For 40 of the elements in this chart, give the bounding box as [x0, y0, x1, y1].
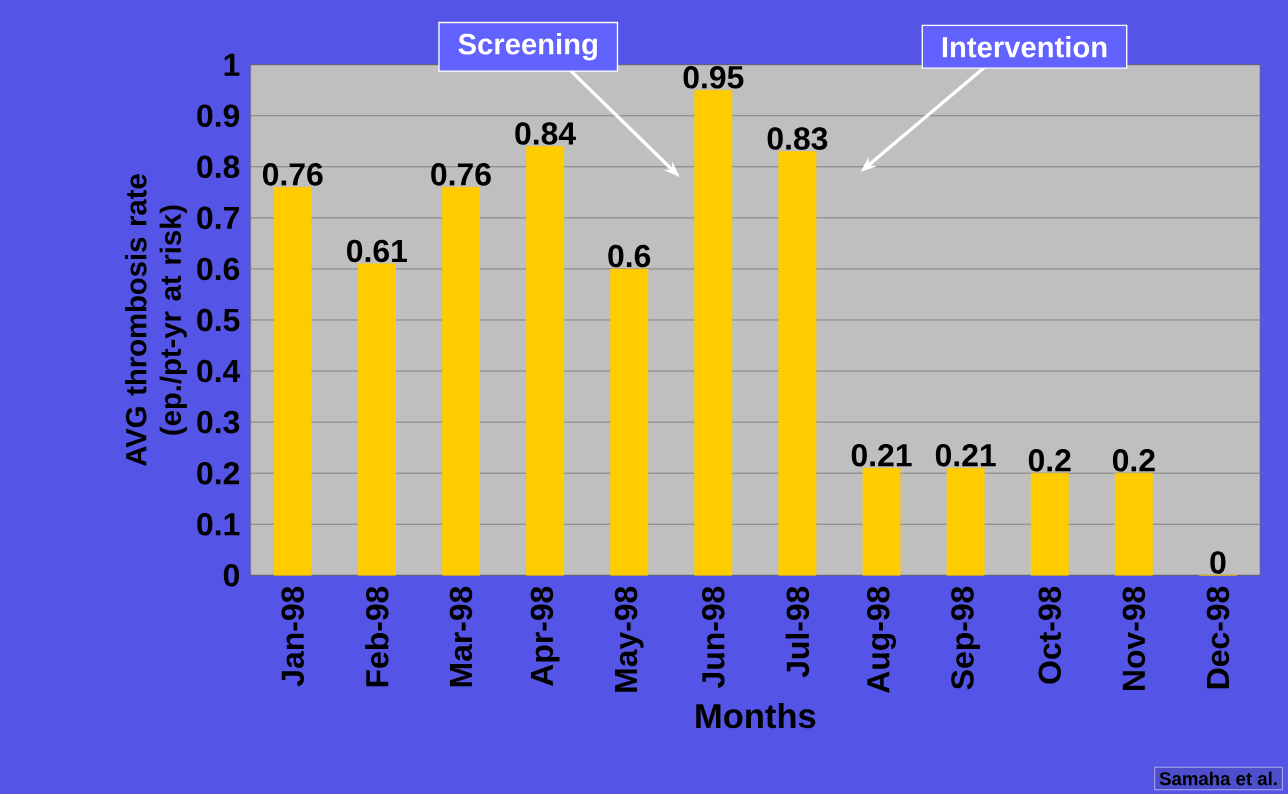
- y-tick-label: 0.6: [197, 257, 240, 281]
- x-tick-label: Aug-98: [867, 586, 897, 693]
- y-tick-label: 0.8: [197, 155, 240, 179]
- y-tick-label: 0.2: [197, 461, 240, 485]
- x-tick-label: Jun-98: [702, 586, 725, 688]
- y-tick-label: 1: [224, 53, 240, 76]
- data-label: 0.21: [935, 443, 996, 467]
- x-tick-label: Sep-98: [951, 586, 981, 690]
- data-label: 0.84: [515, 122, 576, 145]
- y-tick-label: 0.7: [197, 206, 239, 230]
- data-label: 0.21: [851, 443, 912, 467]
- data-label: 0.95: [683, 66, 744, 89]
- x-tick-label: Jan-98: [281, 586, 305, 687]
- y-tick-label: 0.1: [197, 512, 240, 536]
- data-label: 0.83: [767, 127, 828, 150]
- y-tick-label: 0.3: [197, 410, 240, 434]
- x-tick-label: Dec-98: [1206, 586, 1230, 689]
- data-label: 0.6: [608, 244, 651, 268]
- data-label: 0.76: [262, 163, 323, 186]
- data-label: 0.76: [431, 163, 491, 186]
- y-tick-label: 0.5: [197, 308, 240, 332]
- y-axis-title: AVG thrombosis rate (ep./pt-yr at risk): [125, 174, 187, 466]
- data-label: 0.2: [1112, 449, 1155, 472]
- x-tick-label: Nov-98: [1122, 586, 1146, 690]
- x-axis-title: Months: [696, 702, 816, 729]
- y-tick-label: 0.9: [197, 104, 240, 128]
- data-label: 0.61: [347, 239, 407, 263]
- text: Samaha et al.: [1159, 771, 1277, 786]
- y-tick-label: 0.4: [197, 359, 241, 383]
- x-tick-label: Oct-98: [1038, 586, 1062, 684]
- x-tick-label: Jul-98: [785, 586, 810, 678]
- x-tick-label: May-98: [614, 586, 644, 692]
- text: Intervention: [942, 36, 1107, 58]
- x-tick-label: Mar-98: [449, 586, 473, 687]
- data-label: 0: [1210, 551, 1226, 574]
- x-tick-label: Apr-98: [530, 586, 560, 686]
- data-label: 0.2: [1028, 449, 1071, 472]
- x-tick-label: Feb-98: [365, 586, 389, 687]
- y-tick-label: 0: [223, 564, 239, 587]
- text: Screening: [458, 33, 597, 61]
